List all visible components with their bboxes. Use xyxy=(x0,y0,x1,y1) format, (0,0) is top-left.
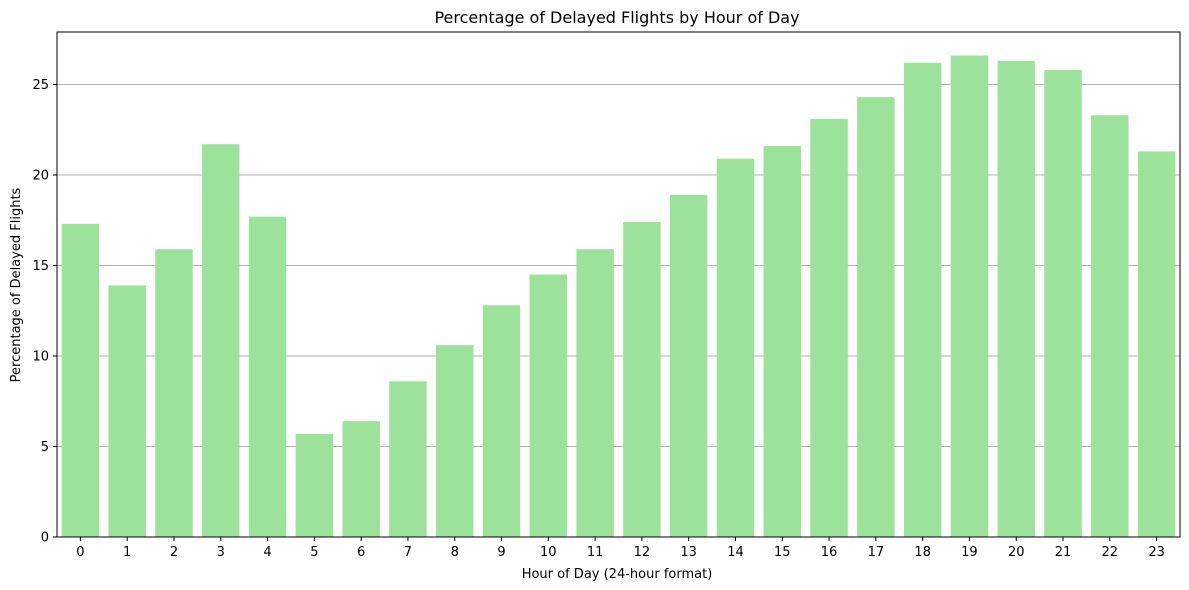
bar-hour-8 xyxy=(436,345,474,537)
bar-hour-23 xyxy=(1137,151,1176,537)
bar-hour-4 xyxy=(248,216,287,537)
y-tick-label: 5 xyxy=(41,440,49,455)
bar-hour-12 xyxy=(623,222,661,537)
bar-hour-2 xyxy=(155,249,193,538)
y-tick-label: 15 xyxy=(32,259,49,274)
bar-hour-15 xyxy=(763,146,801,537)
x-tick-label: 17 xyxy=(868,545,885,560)
x-tick-label: 18 xyxy=(914,545,931,560)
bar-hour-21 xyxy=(1044,70,1082,538)
x-tick-label: 5 xyxy=(310,545,318,560)
x-tick-label: 15 xyxy=(774,545,791,560)
x-axis-label: Hour of Day (24-hour format) xyxy=(522,567,713,582)
chart-title: Percentage of Delayed Flights by Hour of… xyxy=(434,8,799,27)
x-tick-label: 21 xyxy=(1055,545,1072,560)
x-tick-label: 3 xyxy=(217,545,225,560)
y-axis-ticks: 0 5 10 15 20 25 xyxy=(32,78,57,546)
x-tick-label: 2 xyxy=(170,545,178,560)
x-tick-label: 14 xyxy=(727,545,744,560)
y-tick-label: 0 xyxy=(41,531,49,546)
bar-hour-16 xyxy=(810,118,848,538)
bar-hour-11 xyxy=(576,249,614,538)
bar-hour-6 xyxy=(342,421,380,537)
bar-hour-20 xyxy=(997,60,1035,538)
bar-hour-22 xyxy=(1091,115,1129,537)
x-tick-label: 10 xyxy=(540,545,557,560)
bar-hour-13 xyxy=(669,194,708,537)
y-tick-label: 10 xyxy=(32,349,49,364)
gridlines xyxy=(57,83,1180,447)
bar-hour-19 xyxy=(950,55,989,538)
bars xyxy=(61,55,1176,538)
x-tick-label: 7 xyxy=(404,545,412,560)
bar-hour-7 xyxy=(389,381,427,537)
x-tick-label: 12 xyxy=(634,545,651,560)
x-tick-label: 1 xyxy=(123,545,131,560)
x-tick-label: 4 xyxy=(263,545,271,560)
x-tick-label: 23 xyxy=(1148,545,1165,560)
x-tick-label: 8 xyxy=(451,545,459,560)
bar-hour-18 xyxy=(903,62,942,538)
x-tick-label: 13 xyxy=(680,545,697,560)
x-tick-label: 6 xyxy=(357,545,365,560)
bar-hour-3 xyxy=(202,144,240,537)
x-tick-label: 22 xyxy=(1102,545,1119,560)
x-tick-label: 0 xyxy=(76,545,84,560)
x-tick-label: 16 xyxy=(821,545,838,560)
y-axis-label: Percentage of Delayed Flights xyxy=(9,187,24,382)
bar-hour-1 xyxy=(108,285,146,537)
y-tick-label: 20 xyxy=(32,168,49,183)
bar-hour-9 xyxy=(482,305,521,537)
bar-hour-14 xyxy=(716,158,755,537)
plot-frame xyxy=(56,31,1181,538)
x-axis-ticks: 0 1 2 3 4 5 6 7 8 9 10 11 12 13 14 15 16 17 18 19 20 21 22 23 xyxy=(76,537,1165,560)
x-tick-label: 11 xyxy=(587,545,604,560)
bar-hour-10 xyxy=(529,274,568,537)
x-tick-label: 20 xyxy=(1008,545,1025,560)
x-tick-label: 9 xyxy=(497,545,505,560)
bar-hour-17 xyxy=(857,97,895,538)
bar-hour-0 xyxy=(61,223,100,537)
y-tick-label: 25 xyxy=(32,78,49,93)
bar-hour-5 xyxy=(295,433,334,537)
x-tick-label: 19 xyxy=(961,545,978,560)
